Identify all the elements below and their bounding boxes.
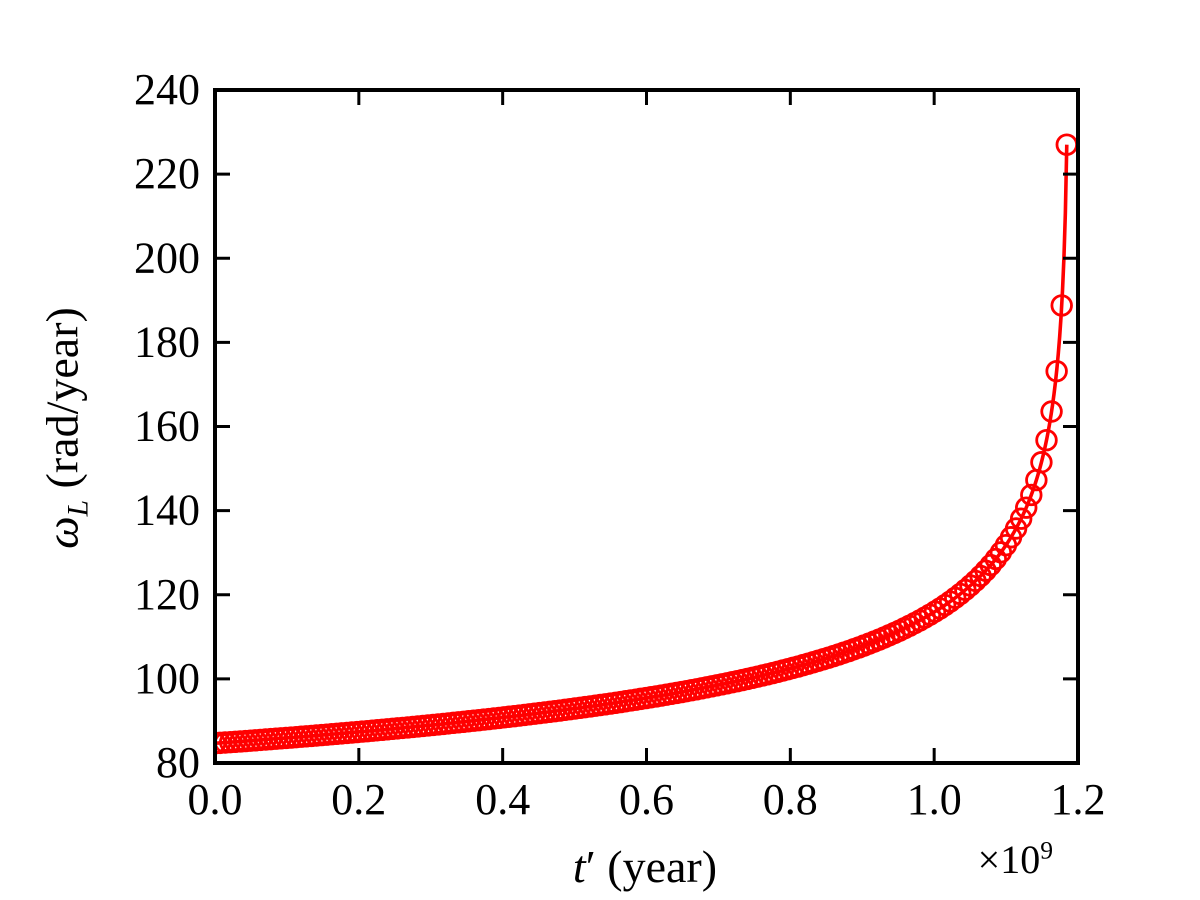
y-axis-label: ωL (rad/year) — [36, 307, 95, 549]
offset-exponent: 9 — [1040, 835, 1053, 865]
data-marker — [1050, 294, 1073, 317]
y-tick-label: 220 — [134, 149, 200, 198]
x-tick-label: 1.2 — [1051, 775, 1106, 824]
y-tick-label: 100 — [134, 654, 200, 703]
data-marker — [1015, 496, 1038, 519]
x-tick-label: 0.6 — [619, 775, 674, 824]
data-markers — [215, 133, 1078, 755]
t-symbol: t — [572, 841, 586, 892]
data-line — [215, 144, 1069, 746]
data-marker — [1030, 451, 1053, 474]
x-tick-label: 0.4 — [475, 775, 530, 824]
data-marker — [1035, 429, 1058, 452]
x-axis-offset-text: ×109 — [878, 836, 1053, 883]
y-tick-label: 200 — [134, 233, 200, 282]
omega-subscript: L — [62, 499, 95, 517]
x-tick-label: 0.2 — [331, 775, 386, 824]
y-tick-label: 120 — [134, 570, 200, 619]
y-tick-label: 140 — [134, 486, 200, 535]
offset-base: ×10 — [977, 837, 1041, 882]
data-marker — [1009, 507, 1033, 530]
x-tick-label: 1.0 — [907, 775, 962, 824]
y-tick-label: 180 — [134, 317, 200, 366]
x-axis-unit: (year) — [595, 841, 718, 892]
y-tick-label: 80 — [156, 738, 200, 787]
data-marker — [1020, 483, 1043, 507]
y-tick-label: 160 — [134, 402, 200, 451]
y-axis-unit: (rad/year) — [36, 307, 88, 500]
x-tick-label: 0.0 — [188, 775, 243, 824]
x-axis-label: t′ (year) — [573, 840, 717, 893]
prime-mark: ′ — [585, 841, 596, 892]
data-marker — [1045, 359, 1068, 383]
x-tick-label: 0.8 — [763, 775, 818, 824]
data-marker — [1040, 400, 1063, 423]
y-tick-label: 240 — [134, 65, 200, 114]
omega-symbol: ω — [36, 516, 88, 549]
plot-frame — [213, 88, 1080, 765]
